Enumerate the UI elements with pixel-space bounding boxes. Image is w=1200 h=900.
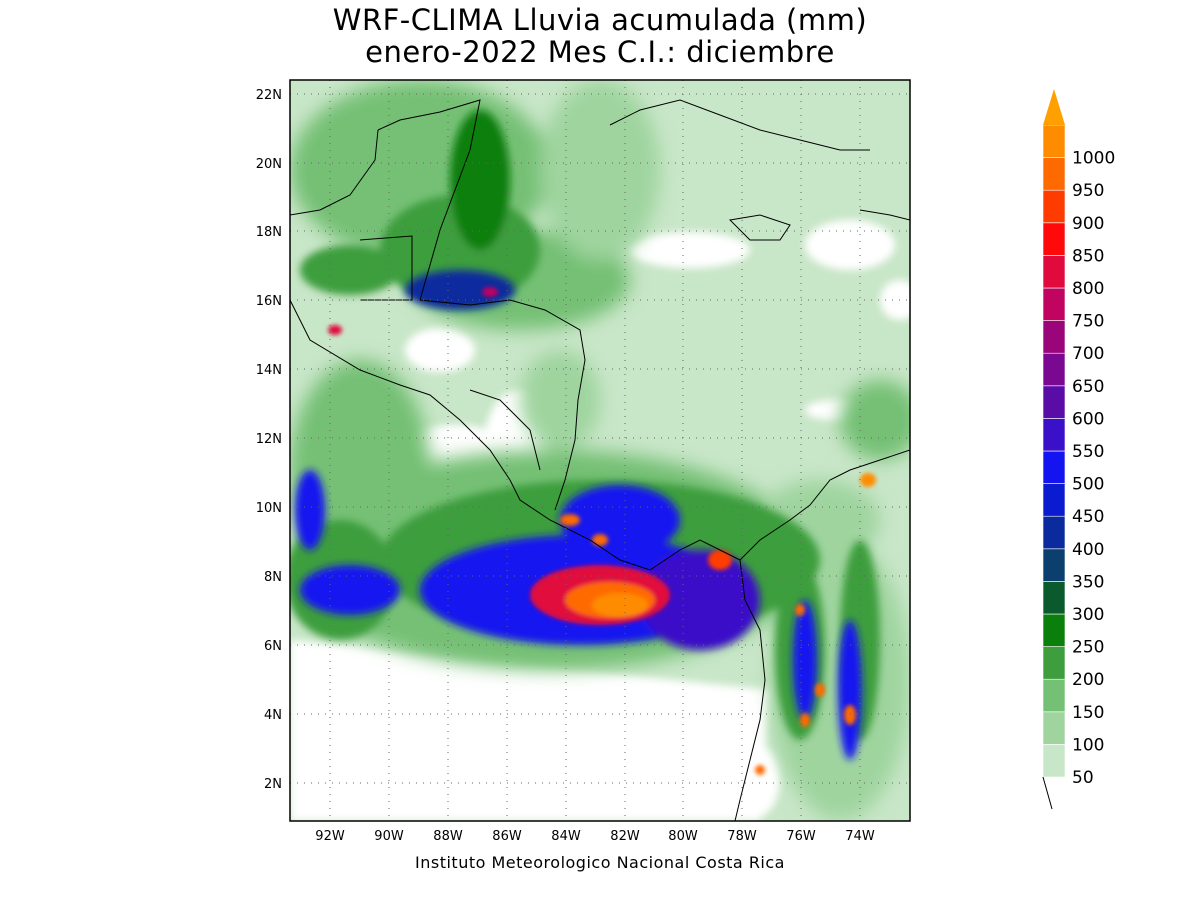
colorbar-label: 850 bbox=[1072, 246, 1104, 266]
colorbar-label: 650 bbox=[1072, 377, 1104, 397]
colorbar-swatch bbox=[1042, 711, 1066, 745]
colorbar-swatch bbox=[1042, 255, 1066, 289]
colorbar-label: 250 bbox=[1072, 638, 1104, 658]
colorbar-label: 50 bbox=[1072, 768, 1094, 788]
lon-tick-label: 86W bbox=[492, 829, 522, 844]
lon-axis: 92W 90W 88W 86W 84W 82W 80W 78W 76W 74W bbox=[315, 829, 875, 844]
lat-tick-label: 12N bbox=[256, 432, 282, 447]
lat-tick-label: 4N bbox=[264, 708, 282, 723]
colorbar-label: 1000 bbox=[1072, 149, 1115, 169]
lon-tick-label: 92W bbox=[315, 829, 345, 844]
lon-tick-label: 88W bbox=[433, 829, 463, 844]
lat-tick-label: 14N bbox=[256, 363, 282, 378]
lat-tick-label: 22N bbox=[256, 88, 282, 103]
colorbar-min-arrow bbox=[1042, 776, 1053, 810]
lon-tick-label: 90W bbox=[374, 829, 404, 844]
colorbar-swatch bbox=[1042, 222, 1066, 256]
colorbar-swatch bbox=[1042, 320, 1066, 354]
colorbar-label: 950 bbox=[1072, 181, 1104, 201]
colorbar-swatch bbox=[1042, 744, 1066, 778]
colorbar-swatch bbox=[1042, 483, 1066, 517]
lon-tick-label: 76W bbox=[786, 829, 816, 844]
colorbar-label: 900 bbox=[1072, 214, 1104, 234]
lat-axis: 22N 20N 18N 16N 14N 12N 10N 8N 6N 4N 2N bbox=[256, 88, 282, 792]
colorbar-swatch bbox=[1042, 124, 1066, 158]
lat-tick-label: 2N bbox=[264, 777, 282, 792]
rainfall-field bbox=[290, 80, 910, 821]
colorbar-swatch bbox=[1042, 157, 1066, 191]
colorbar-swatch bbox=[1042, 548, 1066, 582]
lat-tick-label: 10N bbox=[256, 501, 282, 516]
lat-tick-label: 6N bbox=[264, 639, 282, 654]
colorbar-swatch bbox=[1042, 287, 1066, 321]
colorbar-label: 500 bbox=[1072, 475, 1104, 495]
colorbar-label: 450 bbox=[1072, 507, 1104, 527]
colorbar-label: 200 bbox=[1072, 670, 1104, 690]
colorbar-label: 400 bbox=[1072, 540, 1104, 560]
colorbar-swatch bbox=[1042, 581, 1066, 615]
colorbar-label: 600 bbox=[1072, 409, 1104, 429]
lon-tick-label: 84W bbox=[551, 829, 581, 844]
colorbar-label: 750 bbox=[1072, 312, 1104, 332]
extreme-rain-core bbox=[328, 287, 876, 775]
colorbar-swatch bbox=[1042, 678, 1066, 713]
lon-tick-label: 74W bbox=[845, 829, 875, 844]
map-frame bbox=[289, 79, 911, 822]
colorbar-label: 550 bbox=[1072, 442, 1104, 462]
lat-tick-label: 16N bbox=[256, 294, 282, 309]
lat-tick-label: 8N bbox=[264, 570, 282, 585]
lon-tick-label: 82W bbox=[610, 829, 640, 844]
colorbar-swatch bbox=[1042, 613, 1066, 647]
lat-tick-label: 18N bbox=[256, 225, 282, 240]
colorbar-label: 100 bbox=[1072, 735, 1104, 755]
colorbar-swatch bbox=[1042, 418, 1066, 452]
colorbar-label: 150 bbox=[1072, 703, 1104, 723]
colorbar-label: 800 bbox=[1072, 279, 1104, 299]
colorbar-swatch bbox=[1042, 515, 1066, 550]
colorbar-swatch bbox=[1042, 189, 1066, 224]
colorbar-swatch bbox=[1042, 352, 1066, 387]
map-title: WRF-CLIMA Lluvia acumulada (mm) bbox=[332, 3, 868, 37]
lat-tick-label: 20N bbox=[256, 157, 282, 172]
colorbar-swatch bbox=[1042, 646, 1066, 680]
colorbar-swatch bbox=[1042, 450, 1066, 484]
colorbar-swatch bbox=[1042, 385, 1066, 419]
credit-line: Instituto Meteorologico Nacional Costa R… bbox=[415, 853, 785, 872]
lon-tick-label: 80W bbox=[668, 829, 698, 844]
lon-tick-label: 78W bbox=[727, 829, 757, 844]
map-subtitle: enero-2022 Mes C.I.: diciembre bbox=[365, 35, 835, 69]
colorbar-label: 300 bbox=[1072, 605, 1104, 625]
colorbar-max-arrow bbox=[1043, 89, 1065, 125]
colorbar: 50 100 150 200 250 300 350 400 450 500 550 600 650 70… bbox=[1042, 89, 1115, 810]
colorbar-label: 350 bbox=[1072, 572, 1104, 592]
colorbar-label: 700 bbox=[1072, 344, 1104, 364]
coastlines bbox=[290, 99, 910, 821]
